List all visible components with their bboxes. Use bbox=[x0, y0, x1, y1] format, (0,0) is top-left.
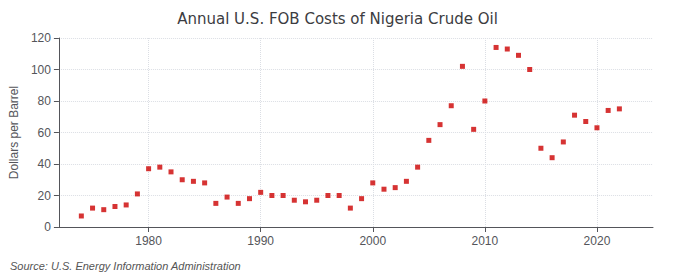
svg-text:1990: 1990 bbox=[247, 234, 274, 248]
svg-text:1980: 1980 bbox=[135, 234, 162, 248]
svg-text:80: 80 bbox=[38, 94, 52, 108]
svg-text:2020: 2020 bbox=[584, 234, 611, 248]
svg-text:Dollars per Barrel: Dollars per Barrel bbox=[7, 86, 21, 179]
svg-text:100: 100 bbox=[31, 63, 51, 77]
svg-text:2010: 2010 bbox=[472, 234, 499, 248]
svg-text:0: 0 bbox=[44, 220, 51, 234]
svg-text:120: 120 bbox=[31, 31, 51, 45]
svg-text:Source: U.S. Energy Informatio: Source: U.S. Energy Information Administ… bbox=[10, 260, 241, 272]
svg-text:2000: 2000 bbox=[359, 234, 386, 248]
svg-text:60: 60 bbox=[38, 126, 52, 140]
svg-text:40: 40 bbox=[38, 157, 52, 171]
svg-text:20: 20 bbox=[38, 189, 52, 203]
svg-text:Annual U.S. FOB Costs of Niger: Annual U.S. FOB Costs of Nigeria Crude O… bbox=[177, 10, 498, 28]
